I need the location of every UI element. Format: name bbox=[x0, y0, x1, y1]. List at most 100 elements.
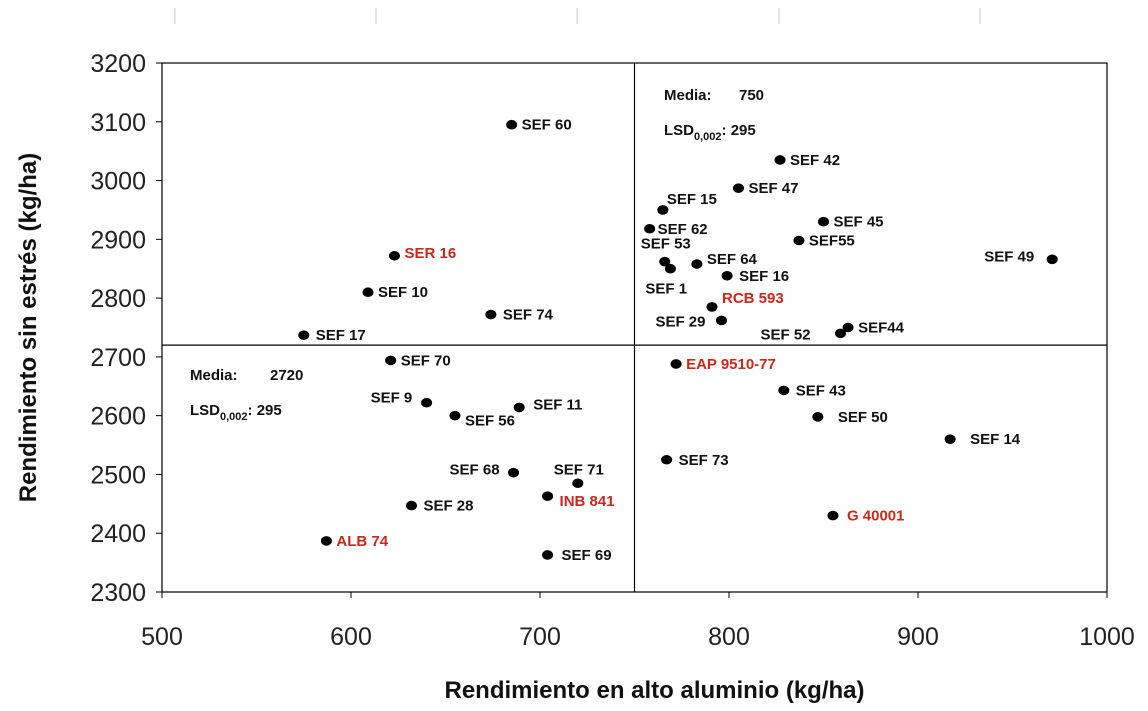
data-point bbox=[320, 536, 332, 546]
point-label: SEF 11 bbox=[533, 396, 582, 413]
point-label: SEF 74 bbox=[503, 307, 554, 324]
y-tick-label: 3000 bbox=[90, 168, 146, 196]
point-label: SEF 15 bbox=[667, 191, 717, 208]
x-tick-label: 500 bbox=[141, 623, 183, 651]
data-point bbox=[827, 510, 839, 521]
data-point bbox=[298, 330, 310, 340]
data-point bbox=[944, 434, 956, 444]
point-label: SEF 53 bbox=[641, 236, 691, 253]
point-label: SEF 73 bbox=[679, 452, 729, 469]
point-label: SEF 64 bbox=[707, 251, 758, 268]
y-tick-label: 2700 bbox=[90, 344, 146, 372]
x-tick-label: 900 bbox=[897, 623, 939, 651]
data-point bbox=[715, 315, 727, 326]
point-label: SEF44 bbox=[858, 320, 905, 337]
data-point bbox=[657, 205, 669, 215]
data-point bbox=[513, 402, 525, 413]
point-label: SEF 42 bbox=[790, 152, 840, 169]
point-label: SEF 62 bbox=[658, 221, 708, 238]
x-tick-label: 800 bbox=[708, 623, 750, 651]
annotation-lsd: LSD0,002: 295 bbox=[664, 122, 756, 143]
y-tick-label: 2900 bbox=[90, 226, 146, 254]
data-point bbox=[449, 410, 461, 421]
point-label: SER 16 bbox=[404, 245, 456, 262]
data-point bbox=[842, 322, 854, 333]
data-point bbox=[485, 309, 497, 320]
point-label: SEF 68 bbox=[450, 462, 500, 479]
data-points bbox=[298, 119, 1058, 560]
point-label: SEF 70 bbox=[401, 352, 451, 369]
data-point bbox=[508, 467, 520, 478]
data-point bbox=[405, 500, 417, 511]
annotation-lsd: LSD0,002: 295 bbox=[190, 402, 282, 423]
y-tick-label: 2600 bbox=[90, 403, 146, 431]
data-point bbox=[388, 250, 400, 261]
x-tick-label: 1000 bbox=[1079, 623, 1135, 651]
data-point bbox=[661, 454, 673, 465]
point-label: SEF 43 bbox=[796, 382, 846, 399]
data-point bbox=[506, 119, 518, 130]
point-label: SEF 29 bbox=[655, 313, 705, 330]
annotation-media-value: 750 bbox=[739, 87, 764, 104]
top-tick-marks bbox=[174, 8, 981, 24]
point-label: SEF 69 bbox=[562, 547, 612, 564]
y-axis-title: Rendimiento sin estrés (kg/ha) bbox=[15, 153, 42, 502]
point-label: INB 841 bbox=[560, 493, 615, 510]
y-tick-label: 2300 bbox=[90, 579, 146, 607]
y-tick-label: 3200 bbox=[90, 50, 146, 78]
point-label: SEF 47 bbox=[748, 180, 798, 197]
point-label: SEF 52 bbox=[761, 326, 811, 343]
data-point bbox=[691, 259, 703, 269]
data-point bbox=[664, 263, 676, 274]
reference-lines bbox=[162, 63, 1107, 592]
point-label: RCB 593 bbox=[722, 290, 784, 307]
data-point bbox=[732, 183, 744, 193]
data-point bbox=[542, 491, 554, 501]
data-point bbox=[362, 287, 374, 298]
point-label: SEF 14 bbox=[970, 431, 1021, 448]
point-label: SEF 50 bbox=[838, 409, 888, 426]
point-label: SEF 71 bbox=[554, 461, 604, 478]
x-tick-label: 700 bbox=[519, 623, 561, 651]
data-point bbox=[572, 478, 584, 489]
point-label: EAP 9510-77 bbox=[686, 356, 776, 373]
point-label: SEF55 bbox=[809, 233, 855, 250]
data-point bbox=[793, 235, 805, 246]
y-axis-ticks: 2300 2400 2500 2600 2700 2800 2900 3000 3100 3200 bbox=[90, 50, 162, 607]
data-point bbox=[812, 412, 824, 422]
x-tick-label: 600 bbox=[330, 623, 372, 651]
annotations: Media: 750 LSD0,002: 295 Media: 2720 LSD0,002… bbox=[190, 87, 764, 423]
point-label: G 40001 bbox=[847, 508, 905, 525]
point-label: SEF 60 bbox=[522, 117, 572, 134]
data-point bbox=[835, 328, 847, 339]
x-axis-ticks: 500 600 700 800 900 1000 bbox=[141, 592, 1135, 651]
annotation-media-label: Media: bbox=[664, 87, 712, 104]
point-label: SEF 56 bbox=[465, 413, 515, 430]
point-label: SEF 9 bbox=[371, 390, 413, 407]
point-label: SEF 10 bbox=[378, 284, 428, 301]
annotation-media-value: 2720 bbox=[270, 367, 303, 384]
point-label: SEF 1 bbox=[645, 281, 687, 298]
data-point bbox=[721, 270, 733, 281]
data-point bbox=[670, 359, 682, 369]
y-tick-label: 2500 bbox=[90, 461, 146, 489]
data-point bbox=[542, 550, 554, 560]
point-label: SEF 16 bbox=[739, 268, 789, 285]
data-point bbox=[421, 397, 433, 408]
x-axis-title: Rendimiento en alto aluminio (kg/ha) bbox=[444, 677, 864, 704]
point-label: SEF 28 bbox=[423, 498, 473, 515]
data-point-labels: SEF 60 SEF 42 SEF 47 SEF 15 SEF 45 SEF 62 SEF5… bbox=[316, 117, 1034, 564]
point-label: SEF 45 bbox=[834, 214, 884, 231]
annotation-media-label: Media: bbox=[190, 367, 238, 384]
y-tick-label: 2400 bbox=[90, 520, 146, 548]
point-label: ALB 74 bbox=[336, 533, 388, 550]
data-point bbox=[774, 155, 786, 165]
y-tick-label: 3100 bbox=[90, 109, 146, 137]
data-point bbox=[659, 256, 671, 267]
plot-frame bbox=[161, 62, 1108, 593]
data-point bbox=[644, 223, 656, 234]
data-point bbox=[385, 355, 397, 366]
data-point bbox=[818, 216, 829, 227]
data-point bbox=[706, 302, 718, 312]
